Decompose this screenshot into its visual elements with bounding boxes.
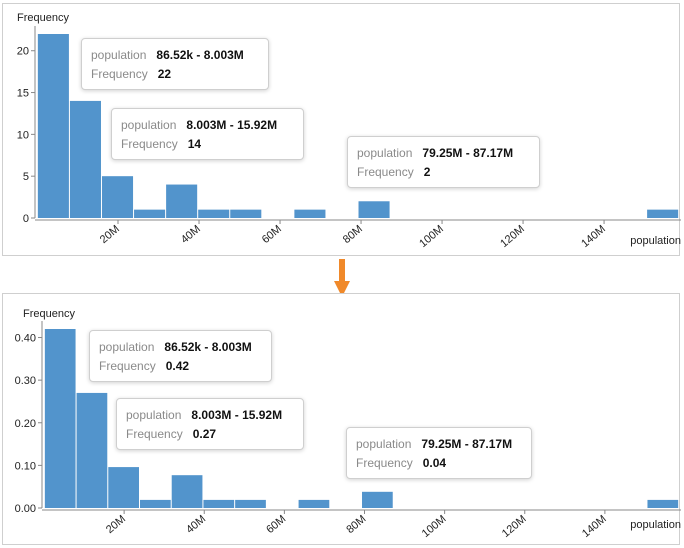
x-tick-label: 80M	[344, 513, 368, 536]
tooltip-value: 0.42	[165, 358, 190, 373]
histogram-normalized-chart: 0.00 0.10 0.20 0.30 0.40 20M 40M 60M 80M 100M 120M…	[15, 321, 681, 540]
histogram-count-panel: Frequency 0 5 10 15 20 20M 40M 60M 80M 100M 120M 14…	[2, 3, 681, 256]
x-axis-label: population	[630, 519, 681, 531]
y-axis-label: Frequency	[23, 308, 75, 320]
histogram-bar[interactable]	[139, 499, 171, 508]
y-axis-label: Frequency	[17, 12, 69, 24]
tooltip-value: 0.04	[422, 455, 447, 470]
histogram-bar[interactable]	[298, 499, 330, 508]
tooltip-value: 8.003M - 15.92M	[191, 407, 283, 422]
histogram-bar[interactable]	[647, 499, 679, 508]
histogram-bar[interactable]	[358, 201, 390, 218]
tooltip-value: 86.52k - 8.003M	[156, 47, 244, 62]
tooltip-key: Frequency	[91, 66, 148, 81]
histogram-bar[interactable]	[101, 176, 134, 218]
y-tick-label: 10	[17, 129, 29, 141]
tooltip-key: Frequency	[121, 136, 178, 151]
x-tick-label: 60M	[260, 223, 284, 246]
down-arrow-icon	[334, 259, 350, 297]
x-tick-label: 40M	[179, 223, 203, 246]
histogram-normalized-panel: Frequency 0.00 0.10 0.20 0.30 0.40 20M 40M 60M 8…	[2, 293, 681, 545]
y-tick-label: 15	[17, 88, 29, 100]
histogram-bar[interactable]	[230, 209, 262, 218]
histogram-bar[interactable]	[294, 209, 326, 218]
x-tick-label: 80M	[341, 223, 365, 246]
y-tick-label: 0.20	[15, 418, 36, 430]
tooltip-key: population	[99, 339, 155, 354]
y-tick-label: 0.00	[15, 503, 36, 515]
histogram-bar[interactable]	[37, 34, 69, 218]
y-tick-label: 5	[23, 171, 29, 183]
histogram-count-chart: 0 5 10 15 20 20M 40M 60M 80M 100M 120M 140M populati…	[17, 26, 681, 250]
tooltip-value: 86.52k - 8.003M	[164, 339, 252, 354]
x-tick-label: 60M	[264, 513, 288, 536]
histogram-bar[interactable]	[198, 209, 230, 218]
tooltip-bin-11: population 79.25M - 87.17M Frequency 0.04	[346, 427, 532, 479]
tooltip-key: population	[356, 436, 412, 451]
y-tick-label: 0.40	[15, 333, 36, 345]
x-tick-label: 120M	[500, 513, 529, 540]
y-tick-label: 0.10	[15, 460, 36, 472]
x-tick-label: 20M	[98, 223, 122, 246]
tooltip-key: Frequency	[356, 455, 413, 470]
tooltip-key: population	[121, 117, 177, 132]
tooltip-key: population	[91, 47, 147, 62]
histogram-bar[interactable]	[647, 209, 679, 218]
histogram-bar[interactable]	[235, 499, 266, 508]
tooltip-bin-1: population 86.52k - 8.003M Frequency 0.42	[89, 330, 272, 382]
tooltip-value: 79.25M - 87.17M	[421, 436, 513, 451]
tooltip-value: 8.003M - 15.92M	[186, 117, 278, 132]
histogram-bar[interactable]	[44, 329, 76, 508]
tooltip-key: Frequency	[357, 164, 414, 179]
y-tick-label: 0	[23, 213, 29, 225]
histogram-bar[interactable]	[166, 184, 198, 218]
tooltip-key: Frequency	[99, 358, 156, 373]
x-tick-label: 100M	[417, 223, 446, 250]
tooltip-bin-1: population 86.52k - 8.003M Frequency 22	[81, 38, 269, 90]
y-tick-label: 20	[17, 46, 29, 58]
histogram-bar[interactable]	[76, 392, 108, 508]
histogram-bar[interactable]	[108, 467, 139, 508]
histogram-bar[interactable]	[69, 100, 101, 218]
tooltip-bin-2: population 8.003M - 15.92M Frequency 0.27	[116, 398, 304, 450]
tooltip-bin-2: population 8.003M - 15.92M Frequency 14	[111, 108, 304, 160]
tooltip-value: 2	[423, 164, 431, 179]
x-tick-label: 120M	[498, 223, 527, 250]
histogram-bar[interactable]	[203, 499, 235, 508]
x-tick-label: 140M	[579, 223, 608, 250]
tooltip-bin-11: population 79.25M - 87.17M Frequency 2	[347, 136, 540, 188]
tooltip-value: 79.25M - 87.17M	[422, 145, 514, 160]
histogram-bar[interactable]	[134, 209, 166, 218]
x-tick-label: 40M	[184, 513, 208, 536]
y-tick-label: 0.30	[15, 375, 36, 387]
x-axis-label: population	[630, 235, 681, 247]
histogram-bar[interactable]	[171, 475, 203, 508]
x-tick-label: 140M	[580, 513, 609, 540]
tooltip-key: population	[357, 145, 413, 160]
histogram-bar[interactable]	[362, 491, 393, 508]
tooltip-key: population	[126, 407, 182, 422]
x-tick-label: 100M	[420, 513, 449, 540]
tooltip-value: 0.27	[192, 426, 217, 441]
tooltip-key: Frequency	[126, 426, 183, 441]
tooltip-value: 14	[187, 136, 202, 151]
tooltip-value: 22	[157, 66, 172, 81]
x-tick-label: 20M	[104, 513, 128, 536]
